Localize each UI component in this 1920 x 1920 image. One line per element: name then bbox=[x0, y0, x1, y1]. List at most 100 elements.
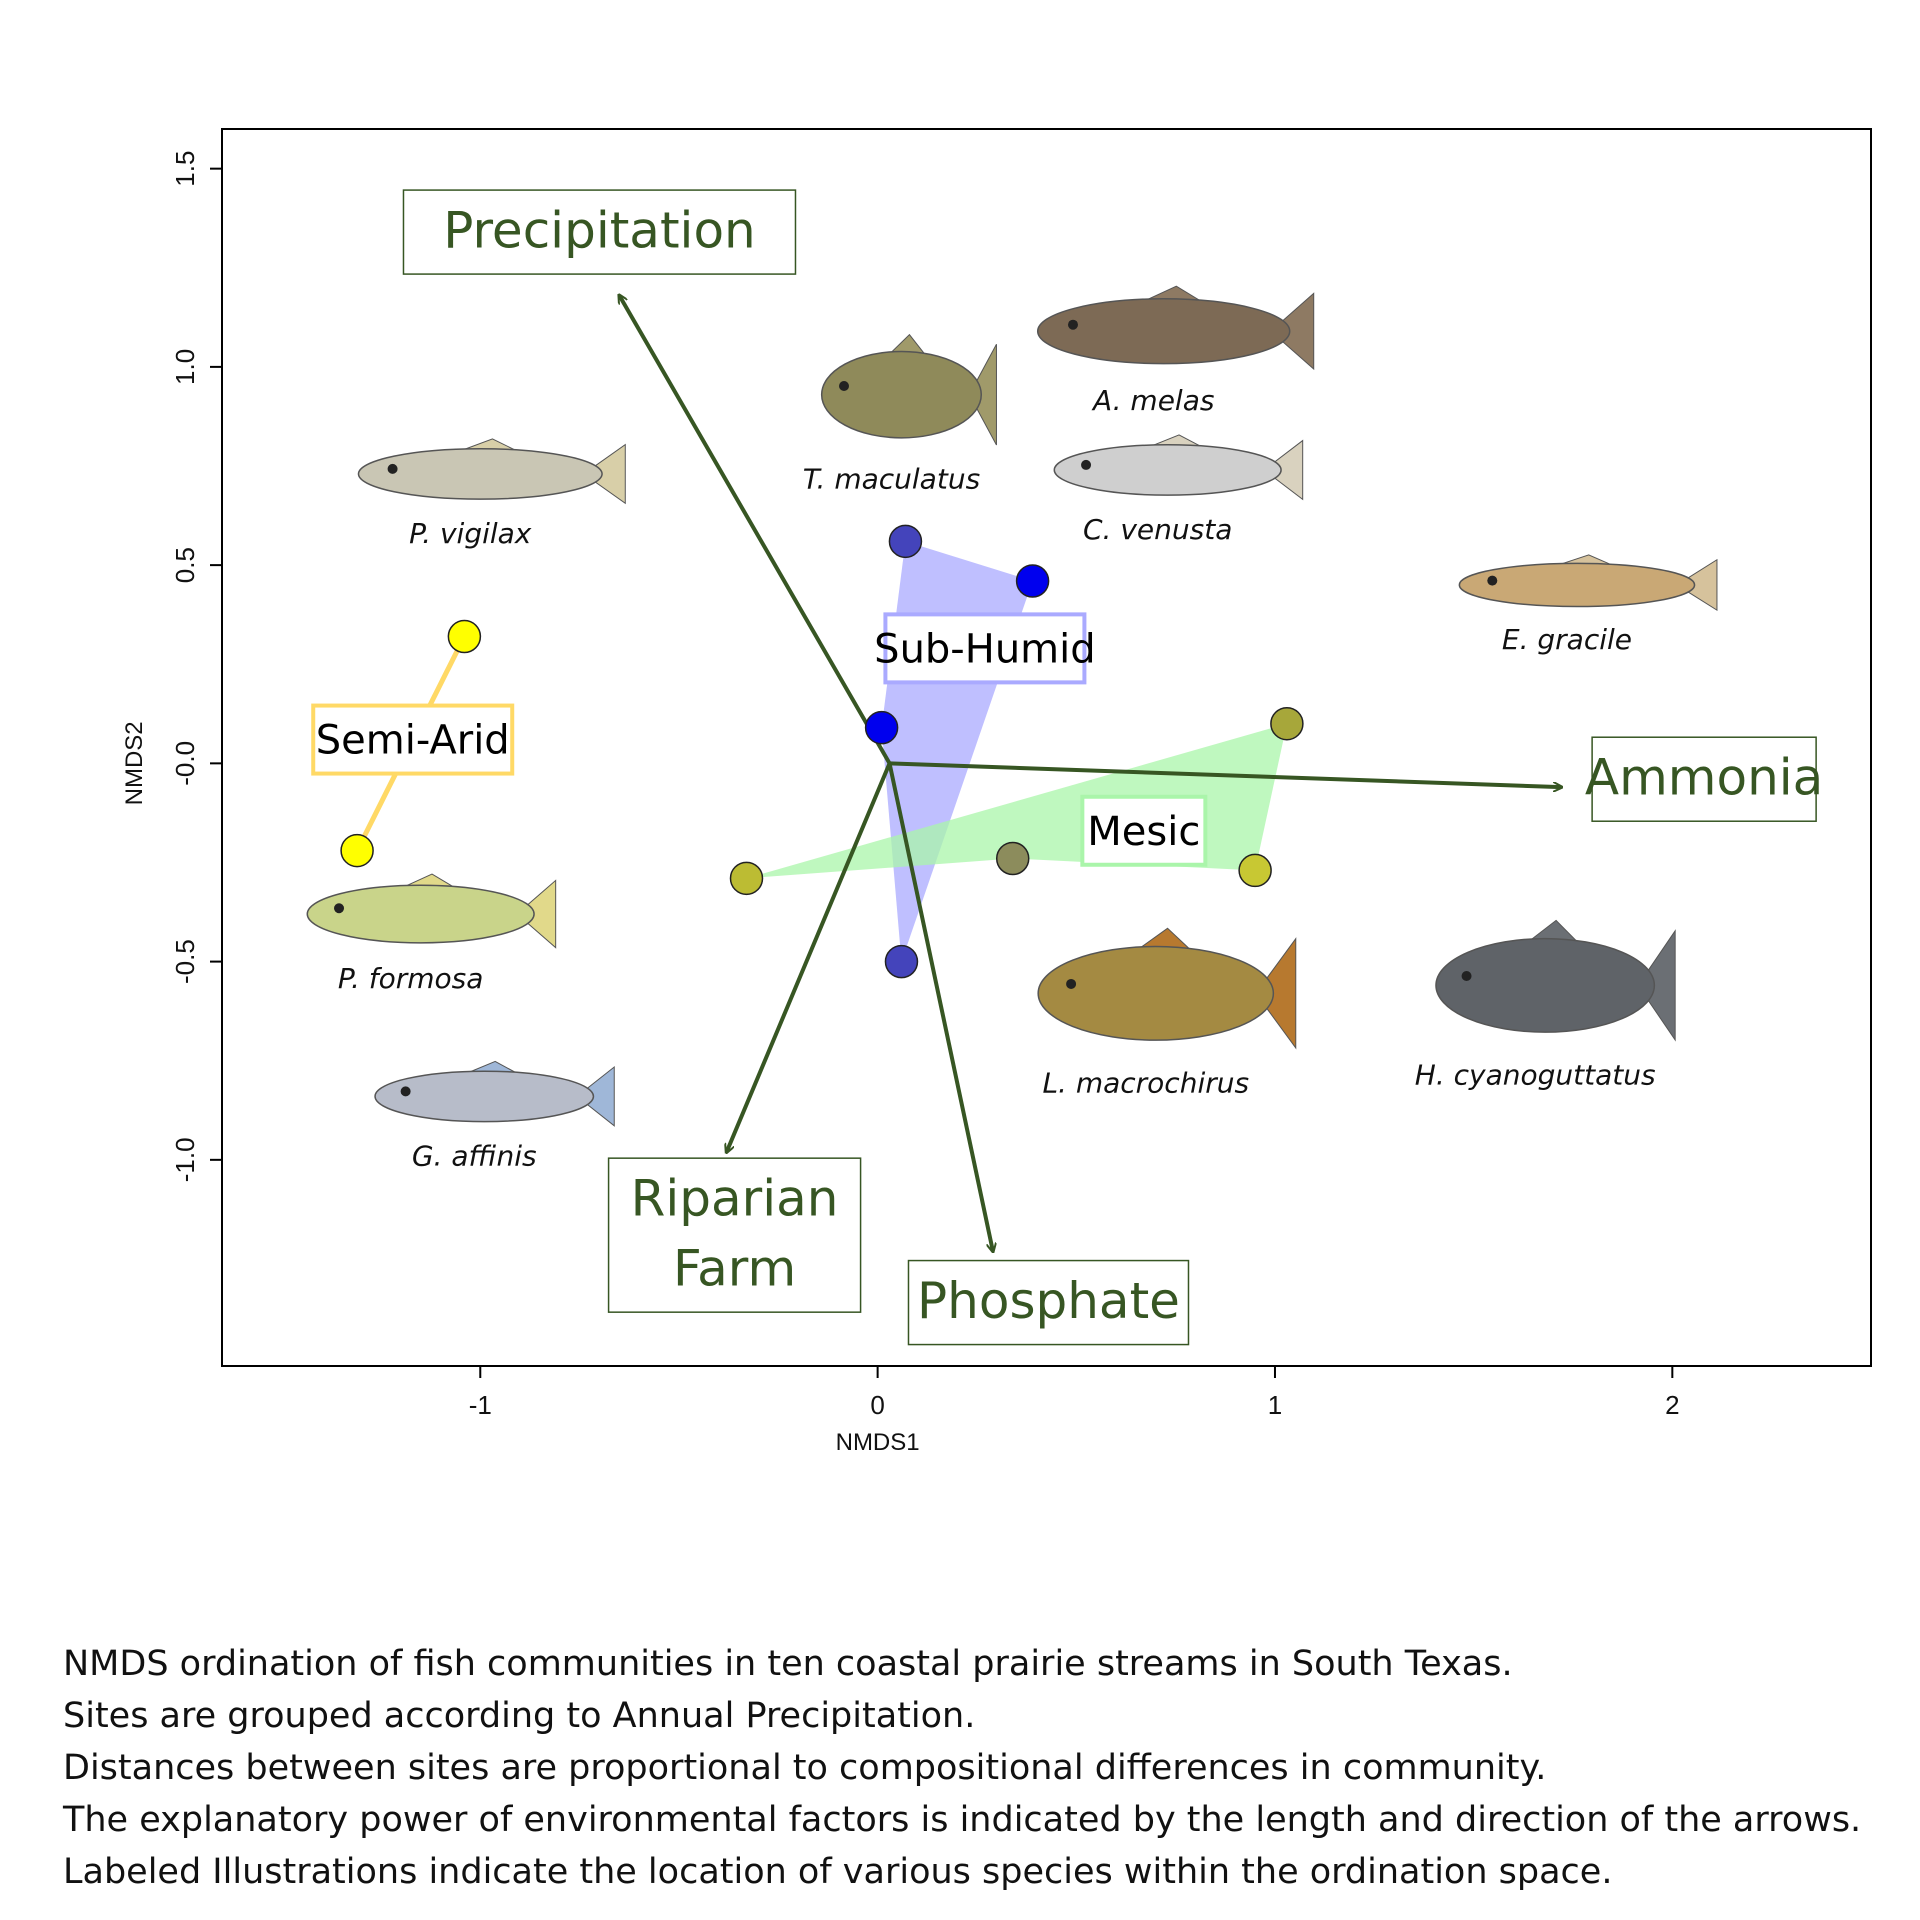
fish-eye bbox=[1487, 575, 1498, 586]
y-axis-label: NMDS2 bbox=[121, 721, 148, 805]
fish-eye bbox=[387, 463, 398, 474]
y-tick-label: 0.5 bbox=[170, 547, 200, 583]
precipitation-arrow bbox=[619, 296, 892, 765]
l-macrochirus-illustration bbox=[1037, 927, 1297, 1050]
x-tick-label: 1 bbox=[1268, 1390, 1282, 1420]
y-tick-label: -0.5 bbox=[170, 939, 200, 984]
fish-body bbox=[1053, 444, 1282, 496]
x-axis-label: NMDS1 bbox=[836, 1429, 920, 1456]
mesic-label: Mesic bbox=[1087, 809, 1200, 855]
fish-tail bbox=[1675, 558, 1718, 612]
environmental-arrows bbox=[619, 296, 1561, 1252]
fish-body bbox=[1037, 945, 1275, 1041]
mesic-site-point bbox=[729, 861, 764, 896]
h-cyanoguttatus-label: H. cyanoguttatus bbox=[1415, 1058, 1656, 1091]
p-vigilax-illustration bbox=[357, 438, 626, 505]
x-tick-label: 0 bbox=[870, 1390, 884, 1420]
caption-line: Sites are grouped according to Annual Pr… bbox=[63, 1696, 976, 1736]
mesic-label-box bbox=[1080, 794, 1208, 867]
precipitation-label-box bbox=[402, 189, 797, 275]
fish-eye bbox=[1461, 971, 1472, 982]
fish-eye bbox=[1067, 319, 1078, 330]
phosphate-label: Phosphate bbox=[917, 1272, 1180, 1330]
p-vigilax-label: P. vigilax bbox=[409, 517, 532, 550]
fish-tail bbox=[1263, 439, 1304, 501]
c-venusta-illustration bbox=[1053, 434, 1304, 501]
phosphate-label-box bbox=[907, 1259, 1190, 1346]
arrow-labels: Precipitation Ammonia Riparian Farm Phosphat… bbox=[402, 189, 1823, 1346]
y-tick-label: 1.5 bbox=[170, 151, 200, 187]
fish-tail bbox=[582, 443, 626, 505]
sub-humid-label-box bbox=[883, 612, 1087, 685]
semi-arid-site-point bbox=[447, 619, 482, 654]
fish-eye bbox=[839, 380, 850, 391]
fish-body bbox=[306, 884, 535, 944]
p-formosa-label: P. formosa bbox=[338, 962, 483, 995]
mesic-site-point bbox=[995, 841, 1030, 876]
fish-tail bbox=[1270, 292, 1315, 371]
riparian-farm-label-box bbox=[607, 1157, 862, 1313]
x-axis: -1 0 1 2 bbox=[469, 1366, 1680, 1420]
sub-humid-site-point bbox=[1015, 564, 1050, 598]
fish-body bbox=[820, 350, 983, 439]
fish-body bbox=[374, 1070, 595, 1123]
fish-body bbox=[1036, 298, 1291, 365]
caption-line: The explanatory power of environmental f… bbox=[63, 1800, 1862, 1840]
c-venusta-label: C. venusta bbox=[1083, 513, 1232, 546]
phosphate-arrow bbox=[887, 762, 993, 1251]
mesic-site-point bbox=[1238, 853, 1272, 888]
mesic-site-point bbox=[1270, 706, 1304, 741]
a-melas-label: A. melas bbox=[1091, 384, 1215, 417]
semi-arid-label: Semi-Arid bbox=[316, 718, 510, 764]
fish-eye bbox=[1081, 459, 1092, 470]
fish-tail bbox=[516, 879, 557, 949]
ammonia-arrow bbox=[889, 761, 1562, 787]
fish-tail bbox=[1637, 929, 1676, 1042]
riparian-farm-label: Riparian bbox=[631, 1170, 839, 1228]
species-illustrations: A. melas T. maculatus P. vigilax C. venusta… bbox=[306, 285, 1718, 1172]
fish-eye bbox=[334, 903, 345, 914]
fish-body bbox=[1458, 562, 1696, 608]
sub-humid-hull bbox=[881, 541, 1033, 962]
figure-caption: NMDS ordination of fish communities in t… bbox=[63, 1638, 1903, 1898]
caption-line: Labeled Illustrations indicate the locat… bbox=[63, 1852, 1613, 1892]
sub-humid-site-point bbox=[888, 524, 923, 559]
caption-line: Distances between sites are proportional… bbox=[63, 1748, 1547, 1788]
y-tick-label: -1.0 bbox=[170, 1137, 200, 1182]
fish-body bbox=[1435, 937, 1656, 1033]
sub-humid-site-point bbox=[884, 944, 919, 979]
fish-tail bbox=[968, 344, 997, 446]
g-affinis-illustration bbox=[374, 1060, 615, 1127]
fish-eye bbox=[400, 1086, 411, 1097]
x-tick-label: 2 bbox=[1665, 1390, 1679, 1420]
group-labels: Semi-Arid Sub-Humid Mesic bbox=[311, 612, 1208, 867]
x-tick-label: -1 bbox=[469, 1390, 492, 1420]
y-tick-label: -0.0 bbox=[170, 741, 200, 786]
t-maculatus-illustration bbox=[820, 333, 997, 446]
sub-humid-label: Sub-Humid bbox=[874, 626, 1095, 672]
e-gracile-label: E. gracile bbox=[1502, 623, 1632, 656]
precipitation-label: Precipitation bbox=[443, 201, 756, 259]
fish-tail bbox=[576, 1065, 615, 1127]
g-affinis-label: G. affinis bbox=[412, 1139, 537, 1172]
h-cyanoguttatus-illustration bbox=[1435, 919, 1676, 1042]
y-axis: -1.0 -0.5 -0.0 0.5 1.0 1.5 bbox=[170, 151, 222, 1182]
semi-arid-site-point bbox=[340, 833, 374, 868]
riparian-farm-arrow bbox=[727, 762, 892, 1152]
site-points bbox=[340, 524, 1304, 979]
p-formosa-illustration bbox=[306, 873, 557, 949]
y-tick-label: 1.0 bbox=[170, 349, 200, 385]
fish-eye bbox=[1066, 978, 1077, 989]
caption-line: NMDS ordination of fish communities in t… bbox=[63, 1644, 1513, 1684]
t-maculatus-label: T. maculatus bbox=[803, 463, 980, 496]
ammonia-label: Ammonia bbox=[1585, 749, 1823, 807]
semi-arid-label-box bbox=[311, 703, 515, 776]
fish-body bbox=[357, 447, 603, 500]
e-gracile-illustration bbox=[1458, 554, 1718, 612]
fish-tail bbox=[1255, 937, 1297, 1050]
riparian-farm-label: Farm bbox=[673, 1240, 796, 1298]
a-melas-illustration bbox=[1036, 285, 1315, 371]
plot-frame bbox=[221, 128, 1872, 1367]
sub-humid-site-point bbox=[864, 710, 899, 745]
ammonia-label-box bbox=[1591, 736, 1817, 822]
